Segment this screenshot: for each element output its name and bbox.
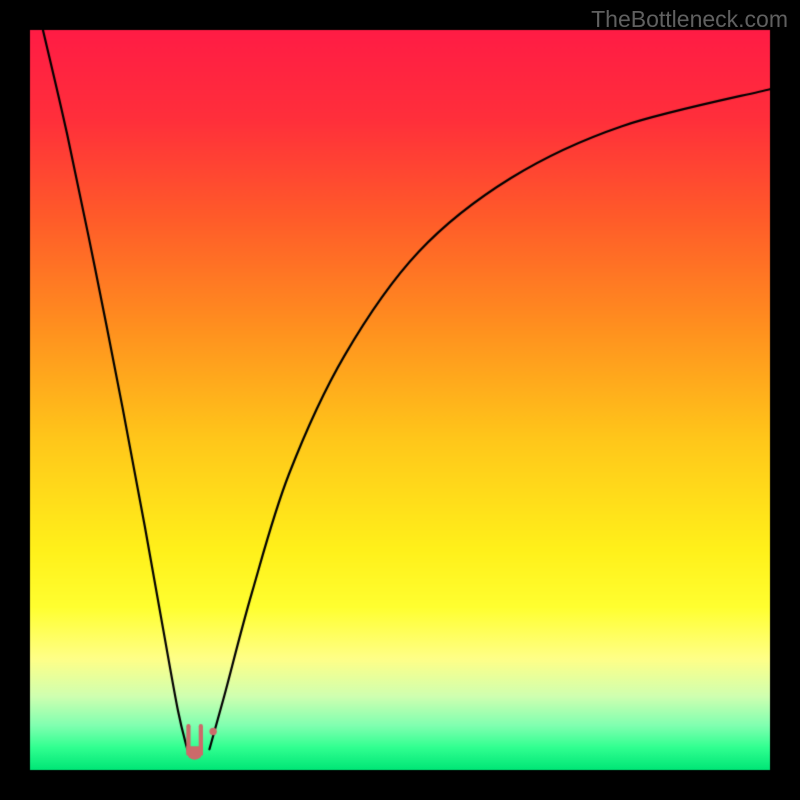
watermark-text: TheBottleneck.com <box>591 6 788 33</box>
chart-stage: TheBottleneck.com <box>0 0 800 800</box>
bottleneck-curve-chart <box>0 0 800 800</box>
